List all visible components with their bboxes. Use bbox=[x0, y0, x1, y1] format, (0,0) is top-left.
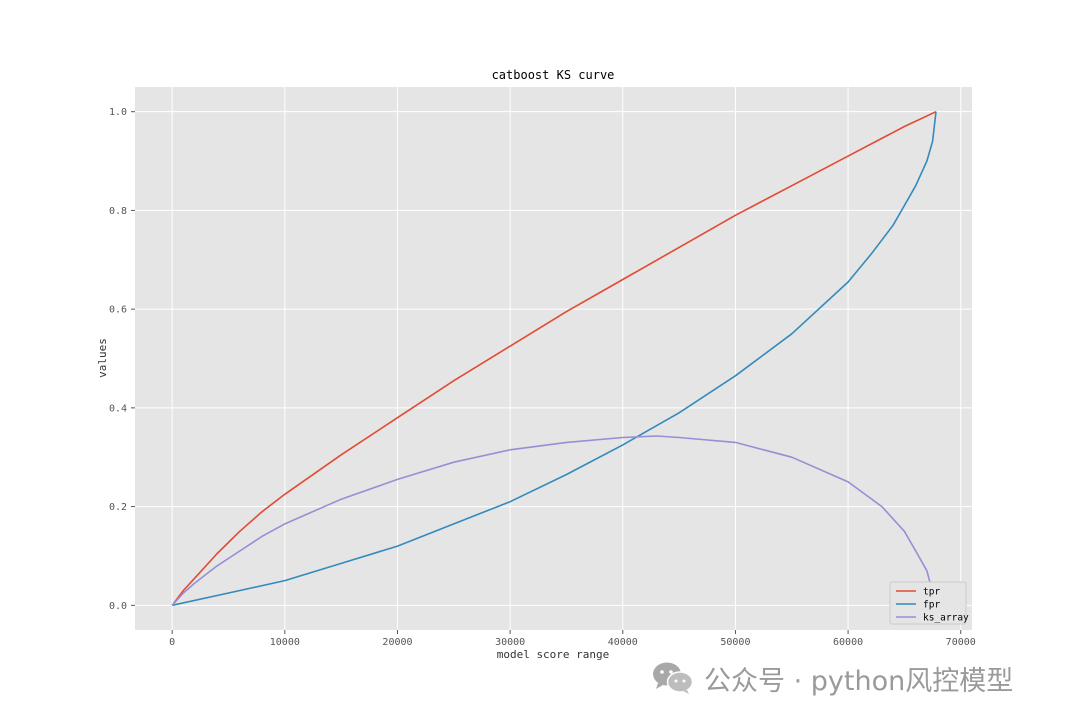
y-tick-label: 0.2 bbox=[109, 502, 127, 513]
x-tick-label: 10000 bbox=[270, 637, 300, 648]
chart-title: catboost KS curve bbox=[492, 68, 615, 82]
x-ticks: 0 10000 20000 30000 40000 50000 60000 70000 bbox=[169, 630, 976, 648]
y-tick-label: 0.6 bbox=[109, 305, 127, 316]
legend-box bbox=[889, 581, 967, 625]
x-tick-label: 60000 bbox=[833, 637, 863, 648]
series-line-ks-array bbox=[171, 435, 937, 606]
legend-label-tpr: tpr bbox=[923, 587, 940, 598]
watermark-text: 公众号 · python风控模型 bbox=[704, 665, 1014, 697]
y-axis-label: values bbox=[96, 338, 109, 378]
series-line-tpr bbox=[171, 110, 937, 606]
x-tick-label: 0 bbox=[169, 637, 175, 648]
grid-lines bbox=[135, 87, 972, 630]
legend-label-fpr: fpr bbox=[923, 600, 940, 611]
x-tick-label: 50000 bbox=[720, 637, 750, 648]
wechat-icon bbox=[653, 662, 694, 694]
plot-background bbox=[135, 87, 972, 630]
legend-label-ks-array: ks_array bbox=[923, 613, 969, 624]
y-tick-label: 0.0 bbox=[109, 601, 127, 612]
x-tick-label: 40000 bbox=[608, 637, 638, 648]
y-tick-label: 0.4 bbox=[109, 403, 127, 414]
y-tick-label: 1.0 bbox=[109, 107, 127, 118]
y-tick-label: 0.8 bbox=[109, 206, 127, 217]
series-line-fpr bbox=[172, 111, 937, 607]
x-axis-label: model score range bbox=[497, 648, 610, 661]
x-tick-label: 70000 bbox=[946, 637, 976, 648]
x-tick-label: 30000 bbox=[495, 637, 525, 648]
x-tick-label: 20000 bbox=[382, 637, 412, 648]
legend: tpr fpr ks_array bbox=[889, 581, 969, 625]
y-ticks: 0.0 0.2 0.4 0.6 0.8 1.0 bbox=[109, 107, 135, 612]
series-layer bbox=[171, 110, 937, 607]
watermark: 公众号 · python风控模型 bbox=[652, 656, 1013, 700]
